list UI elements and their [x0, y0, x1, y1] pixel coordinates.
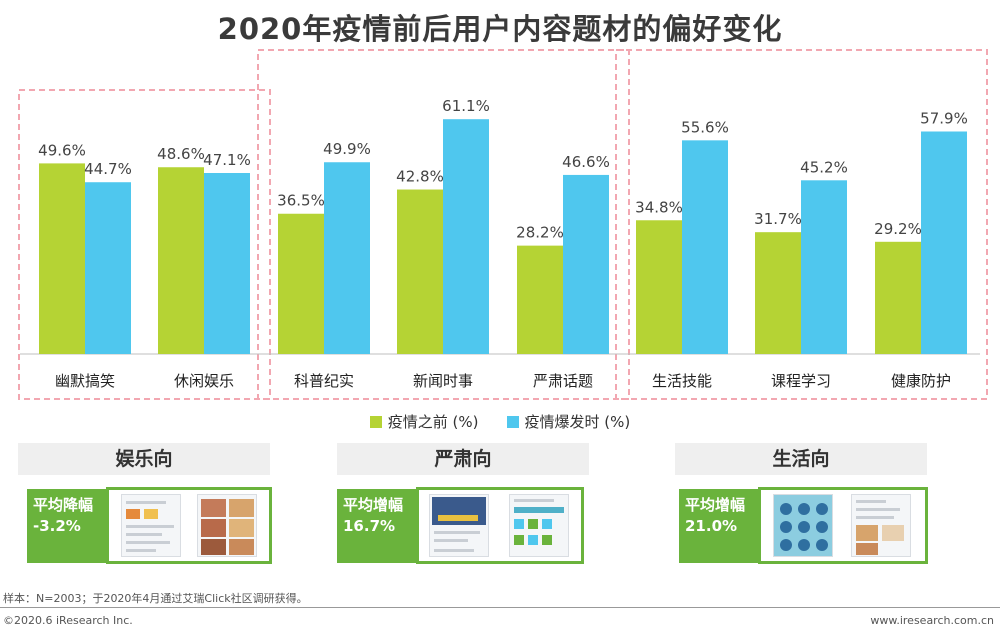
footer-divider — [0, 607, 1000, 608]
panel-title-life: 生活向 — [675, 443, 927, 475]
group-box-1 — [257, 49, 630, 400]
screenshot-thumbnail-entertainment — [106, 487, 272, 564]
legend-item-before: 疫情之前 (%) — [369, 411, 479, 432]
sample-footnote: 样本：N=2003；于2020年4月通过艾瑞Click社区调研获得。 — [3, 592, 308, 605]
copyright-text: ©2020.6 iResearch Inc. — [3, 614, 133, 627]
bar-value-label: 31.7% — [754, 210, 802, 228]
bar-value-label: 29.2% — [874, 220, 922, 238]
bar-value-label: 47.1% — [203, 151, 251, 169]
bar-value-label: 28.2% — [516, 224, 564, 242]
legend-swatch-during — [506, 415, 519, 428]
category-label: 幽默搞笑 — [55, 372, 115, 390]
bar-before-6 — [755, 232, 801, 354]
app-screenshot-icon — [851, 494, 911, 557]
group-box-0 — [18, 89, 271, 400]
screenshot-thumbnail-serious — [416, 487, 584, 564]
bar-before-7 — [875, 241, 921, 354]
app-screenshot-icon — [509, 494, 569, 557]
bar-value-label: 46.6% — [562, 153, 610, 171]
bar-during-5 — [682, 140, 728, 354]
stat-label-life: 平均增幅 — [685, 496, 746, 514]
panel-title-entertainment: 娱乐向 — [18, 443, 270, 475]
legend-item-during: 疫情爆发时 (%) — [506, 411, 631, 432]
bar-during-0 — [85, 182, 131, 354]
category-label: 生活技能 — [652, 372, 712, 390]
category-label: 健康防护 — [891, 372, 951, 390]
legend-label-before: 疫情之前 (%) — [387, 413, 479, 431]
bar-before-4 — [517, 245, 563, 354]
bar-value-label: 48.6% — [157, 145, 205, 163]
stat-box-serious: 平均增幅 16.7% — [337, 489, 416, 563]
bar-before-5 — [636, 220, 682, 354]
bar-value-label: 61.1% — [442, 97, 490, 115]
bar-before-0 — [39, 163, 85, 354]
category-label: 新闻时事 — [413, 372, 473, 390]
website-url: www.iresearch.com.cn — [870, 614, 994, 627]
page-title: 2020年疫情前后用户内容题材的偏好变化 — [217, 12, 783, 46]
screenshot-thumbnail-life — [758, 487, 928, 564]
legend-label-during: 疫情爆发时 (%) — [524, 413, 631, 431]
bar-value-label: 34.8% — [635, 198, 683, 216]
category-label: 严肃话题 — [533, 372, 593, 390]
app-screenshot-icon — [197, 494, 257, 557]
bar-during-4 — [563, 174, 609, 354]
stat-label-entertainment: 平均降幅 — [33, 496, 94, 514]
bar-value-label: 49.9% — [323, 140, 371, 158]
bar-during-1 — [204, 173, 250, 354]
bar-value-label: 49.6% — [38, 141, 86, 159]
bar-during-7 — [921, 131, 967, 354]
bar-during-6 — [801, 180, 847, 354]
stat-label-serious: 平均增幅 — [343, 496, 404, 514]
stat-box-entertainment: 平均降幅 -3.2% — [27, 489, 106, 563]
category-label: 休闲娱乐 — [174, 372, 234, 390]
panel-title-serious: 严肃向 — [337, 443, 589, 475]
app-screenshot-icon — [429, 494, 489, 557]
stat-value-serious: 16.7% — [343, 517, 396, 535]
chart-legend: 疫情之前 (%) 疫情爆发时 (%) — [0, 411, 1000, 432]
bar-value-label: 36.5% — [277, 192, 325, 210]
app-screenshot-icon — [121, 494, 181, 557]
category-label: 课程学习 — [771, 372, 831, 390]
bar-before-2 — [278, 213, 324, 354]
bar-value-label: 57.9% — [920, 109, 968, 127]
bar-value-label: 45.2% — [800, 158, 848, 176]
bar-during-3 — [443, 119, 489, 354]
group-box-2 — [615, 49, 988, 400]
category-label: 科普纪实 — [294, 372, 354, 390]
bar-before-3 — [397, 189, 443, 354]
bar-chart: 49.6%44.7% 幽默搞笑 48.6%47.1% 休闲娱乐 36.5% 49.9% 科普… — [18, 49, 988, 400]
bar-before-1 — [158, 167, 204, 354]
stat-value-entertainment: -3.2% — [33, 517, 81, 535]
bar-value-label: 55.6% — [681, 118, 729, 136]
app-screenshot-icon — [773, 494, 833, 557]
bar-value-label: 42.8% — [396, 168, 444, 186]
legend-swatch-before — [369, 415, 382, 428]
stat-box-life: 平均增幅 21.0% — [679, 489, 758, 563]
stat-value-life: 21.0% — [685, 517, 738, 535]
bar-during-2 — [324, 162, 370, 354]
bar-value-label: 44.7% — [84, 160, 132, 178]
